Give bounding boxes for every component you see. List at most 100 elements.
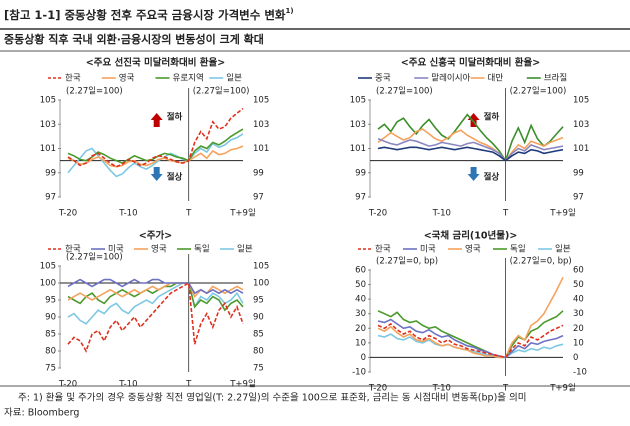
series-line (67, 282, 244, 301)
x-tick-label: T+9일 (549, 384, 576, 394)
legend-label: 한국 (375, 245, 391, 255)
annotation: (2.27일=100) (376, 87, 433, 97)
y-tick-label: 99 (355, 168, 366, 178)
series-line (377, 146, 564, 162)
x-tick-label: T-10 (432, 209, 451, 219)
y2-tick-label: 20 (573, 324, 584, 334)
y-tick-label: 99 (45, 168, 56, 178)
y-tick-label: 103 (40, 120, 56, 130)
y2-tick-label: 85 (253, 330, 264, 340)
x-tick-label: T-20 (368, 384, 387, 394)
y2-tick-label: 97 (253, 193, 264, 203)
legend-label: 한국 (65, 245, 81, 255)
series-line (377, 276, 564, 359)
legend-label: 독일 (194, 245, 210, 255)
y-tick-label: 101 (350, 144, 366, 154)
legend-label: 일본 (226, 74, 242, 84)
legend-label: 일본 (237, 245, 253, 255)
y2-tick-label: 0 (573, 353, 578, 363)
annotation: (2.27일=100) (66, 87, 123, 97)
y2-tick-label: 95 (253, 296, 264, 306)
y-tick-label: 40 (355, 295, 366, 305)
legend-label: 영국 (465, 244, 481, 255)
series-line (67, 278, 244, 295)
y-tick-label: 105 (40, 96, 56, 106)
series-line (67, 145, 244, 168)
y2-tick-label: 101 (253, 144, 269, 154)
y-tick-label: 80 (45, 347, 56, 357)
series-line (377, 310, 564, 359)
y-tick-label: 105 (40, 262, 56, 272)
y2-tick-label: 103 (573, 120, 589, 130)
y2-tick-label: 99 (573, 168, 584, 178)
legend-label: 대만 (488, 74, 504, 84)
y2-tick-label: 10 (573, 338, 584, 348)
x-tick-label: T-10 (118, 380, 137, 390)
series-line (67, 282, 244, 312)
legend-label: 브라질 (544, 73, 567, 84)
x-tick-label: T (502, 209, 509, 219)
chart-title: <주요 신흥국 미달러화대비 환율> (401, 57, 540, 69)
y-tick-label: 85 (45, 330, 56, 340)
y2-tick-label: 75 (253, 364, 264, 374)
y-tick-label: 100 (40, 279, 56, 289)
arrow-label: 절하 (484, 112, 500, 123)
annotation: (2.27일=0, bp) (510, 257, 572, 267)
arrow-up (150, 113, 163, 127)
legend-label: 한국 (65, 74, 81, 84)
series-line (67, 133, 244, 178)
source: 자료: Bloomberg (4, 408, 79, 419)
title-note: 1) (286, 7, 294, 15)
arrow-label: 절하 (167, 112, 183, 123)
y2-tick-label: 40 (573, 295, 584, 305)
y2-tick-label: 50 (573, 280, 584, 290)
series-line (377, 128, 564, 162)
y2-tick-label: 80 (253, 347, 264, 357)
y2-tick-label: 101 (573, 144, 589, 154)
y-tick-label: 103 (350, 120, 366, 130)
arrow-label: 절상 (167, 172, 183, 183)
y-tick-label: 97 (45, 193, 56, 203)
series-line (377, 318, 564, 359)
y2-tick-label: 90 (253, 313, 264, 323)
y-tick-label: -10 (352, 368, 366, 378)
y-tick-label: 10 (355, 338, 366, 348)
annotation: (2.27일=0, bp) (376, 257, 438, 267)
footnote: 주: 1) 환율 및 주가의 경우 중동상황 직전 영업일(T: 2.27일)의… (18, 392, 527, 404)
x-tick-label: T-10 (118, 209, 137, 219)
y-tick-label: 75 (45, 364, 56, 374)
x-tick-label: T-20 (58, 209, 77, 219)
y2-tick-label: -10 (573, 368, 587, 378)
legend-label: 독일 (510, 245, 526, 255)
y-tick-label: 97 (355, 193, 366, 203)
series-line (377, 322, 564, 359)
series-line (67, 282, 244, 325)
annotation: (2.27일=100) (193, 87, 250, 97)
y2-tick-label: 99 (253, 168, 264, 178)
y-tick-label: 20 (355, 324, 366, 334)
y-tick-label: 0 (361, 353, 366, 363)
y-tick-label: 90 (45, 313, 56, 323)
annotation: (2.27일=100) (510, 87, 567, 97)
subtitle: 중동상황 직후 국내 외환·금융시장의 변동성이 크게 확대 (4, 32, 264, 46)
y2-tick-label: 97 (573, 193, 584, 203)
x-tick-label: T (185, 380, 192, 390)
x-tick-label: T-20 (368, 209, 387, 219)
x-tick-label: T-10 (432, 384, 451, 394)
y2-tick-label: 105 (253, 262, 269, 272)
y2-tick-label: 60 (573, 266, 584, 276)
x-tick-label: T (502, 384, 509, 394)
arrow-label: 절상 (484, 172, 500, 183)
chart-title: <주가> (139, 230, 172, 242)
y-tick-label: 105 (350, 96, 366, 106)
legend-label: 미국 (420, 245, 436, 255)
y2-tick-label: 103 (253, 120, 269, 130)
legend-label: 영국 (119, 73, 135, 84)
series-line (377, 138, 564, 162)
arrow-up (467, 113, 480, 127)
series-line (67, 107, 244, 168)
legend-label: 유로지역 (173, 73, 204, 84)
chart-title: <주요 선진국 미달러화대비 환율> (86, 57, 225, 69)
chart-title: <국채 금리(10년물)> (424, 230, 518, 242)
